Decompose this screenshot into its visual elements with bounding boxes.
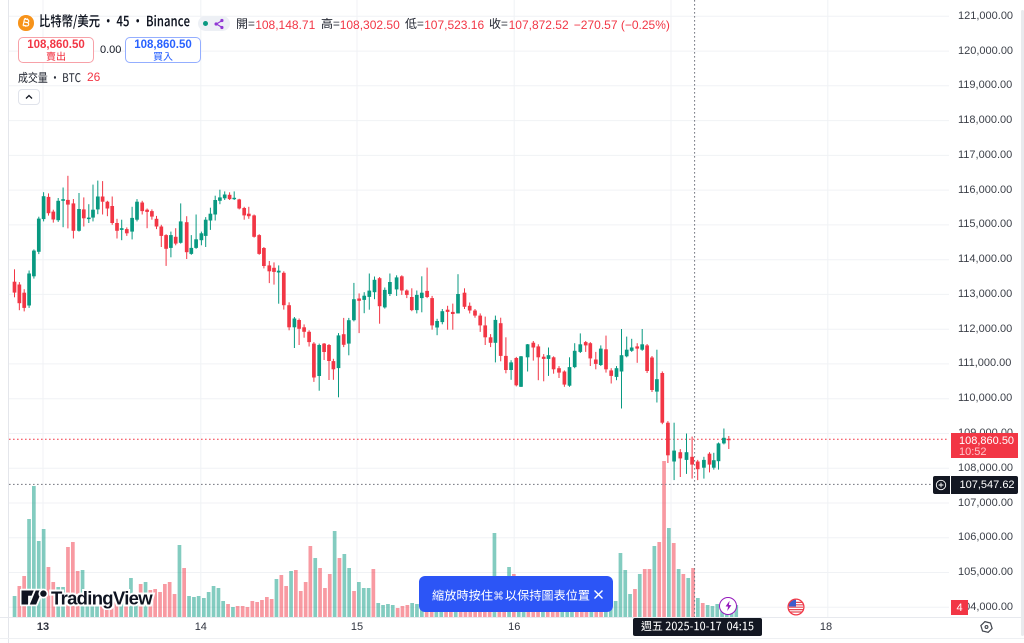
svg-text:TradingView: TradingView [51,588,153,609]
